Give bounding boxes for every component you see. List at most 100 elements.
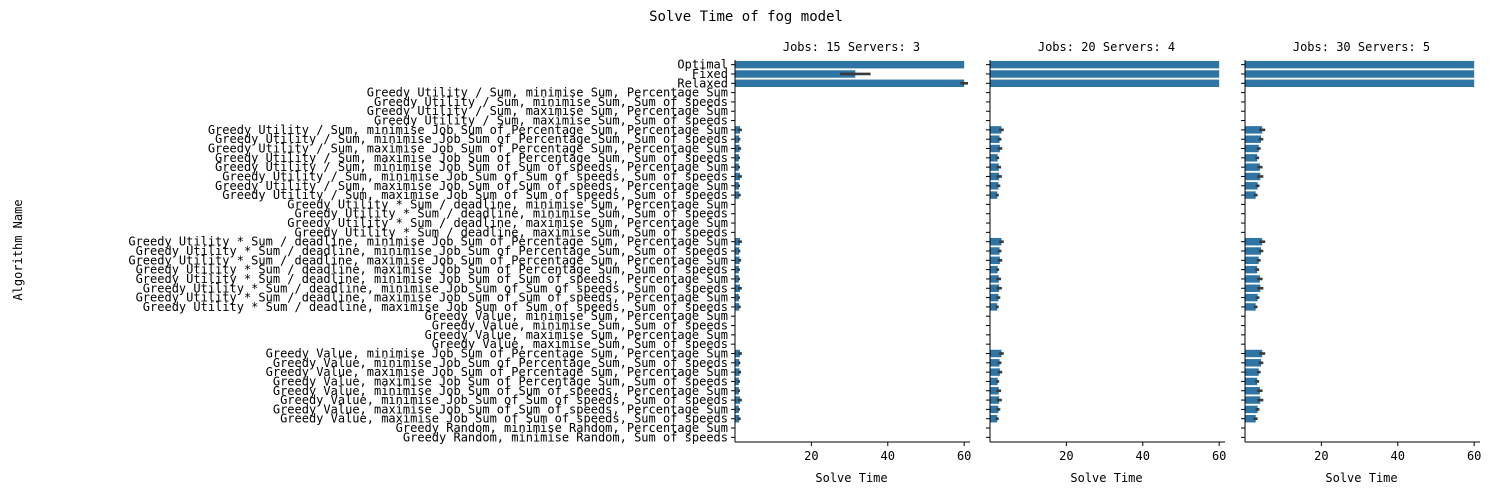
y-tick-label: Greedy Utility * Sum / deadline, minimis… bbox=[295, 207, 728, 221]
y-tick-label: Greedy Value, minimise Job Sum of Sum of… bbox=[280, 393, 728, 407]
bar bbox=[1245, 163, 1260, 171]
x-tick-label: 20 bbox=[1314, 449, 1328, 463]
bar bbox=[990, 60, 1220, 69]
x-tick-label: 60 bbox=[1467, 449, 1481, 463]
bar bbox=[735, 191, 740, 199]
bar bbox=[735, 405, 739, 414]
x-tick-label: 40 bbox=[881, 449, 895, 463]
bar bbox=[1245, 126, 1263, 134]
y-tick-label: Greedy Value, minimise Sum, Percentage S… bbox=[425, 309, 728, 323]
bar bbox=[735, 359, 740, 367]
bar bbox=[735, 172, 740, 181]
x-tick-label: 40 bbox=[1391, 449, 1405, 463]
y-tick-label: Greedy Value, maximise Job Sum of Percen… bbox=[273, 374, 728, 388]
bar bbox=[990, 405, 999, 414]
bar bbox=[735, 275, 739, 283]
bar bbox=[990, 144, 1000, 153]
y-tick-label: Greedy Utility * Sum / deadline, maximis… bbox=[287, 216, 728, 230]
y-tick-label: Fixed bbox=[692, 67, 728, 81]
y-tick-label: Greedy Value, minimise Job Sum of Percen… bbox=[266, 346, 728, 360]
y-tick-label: Greedy Value, minimise Job Sum of Percen… bbox=[273, 356, 728, 370]
bar bbox=[990, 154, 998, 162]
bar bbox=[1245, 79, 1475, 88]
y-tick-label: Greedy Utility * Sum / deadline, maximis… bbox=[295, 225, 728, 239]
bar bbox=[735, 79, 965, 88]
bar bbox=[1245, 191, 1256, 199]
bar bbox=[990, 303, 998, 311]
y-tick-label: Optimal bbox=[677, 58, 728, 72]
bar bbox=[1245, 144, 1259, 153]
y-tick-label: Greedy Utility * Sum / deadline, minimis… bbox=[287, 197, 728, 211]
panel-3: Jobs: 30 Servers: 5 20 40 60 Solve Time bbox=[1241, 40, 1481, 485]
panels: Jobs: 15 Servers: 3OptimalFixedRelaxedGr… bbox=[128, 40, 1481, 485]
y-tick-label: Greedy Utility * Sum / deadline, minimis… bbox=[128, 235, 728, 249]
x-tick-label: 60 bbox=[957, 449, 971, 463]
bar bbox=[735, 284, 740, 292]
bar bbox=[1245, 60, 1475, 69]
bar bbox=[735, 154, 739, 162]
bar bbox=[990, 163, 999, 171]
bar bbox=[1245, 387, 1260, 395]
bar bbox=[735, 265, 739, 274]
bar bbox=[735, 377, 739, 386]
bar bbox=[1245, 172, 1261, 181]
y-tick-label: Greedy Utility / Sum, minimise Sum, Perc… bbox=[367, 86, 728, 100]
bar bbox=[1245, 359, 1262, 367]
bar bbox=[1245, 396, 1261, 404]
y-tick-label: Greedy Random, minimise Random, Percenta… bbox=[396, 421, 728, 435]
x-axis-label: Solve Time bbox=[1325, 471, 1397, 485]
bar bbox=[1245, 256, 1259, 265]
bar bbox=[1245, 247, 1262, 255]
y-tick-label: Greedy Utility * Sum / deadline, maximis… bbox=[143, 300, 728, 314]
panel-title: Jobs: 20 Servers: 4 bbox=[1038, 40, 1175, 54]
bar bbox=[735, 182, 739, 190]
bar bbox=[1245, 284, 1261, 292]
bar bbox=[735, 135, 740, 143]
bar bbox=[1245, 70, 1475, 78]
bar bbox=[990, 182, 999, 190]
bar bbox=[1245, 135, 1262, 143]
bar bbox=[735, 144, 740, 153]
bar bbox=[1245, 154, 1258, 162]
bar bbox=[735, 126, 740, 134]
bar bbox=[735, 349, 740, 358]
bar bbox=[735, 237, 740, 246]
y-tick-label: Greedy Random, minimise Random, Sum of s… bbox=[403, 430, 728, 444]
bar bbox=[1245, 237, 1263, 246]
y-tick-label: Greedy Value, minimise Job Sum of Sum of… bbox=[273, 384, 728, 398]
bar bbox=[990, 191, 998, 199]
x-tick-label: 20 bbox=[804, 449, 818, 463]
y-tick-label: Greedy Utility * Sum / deadline, minimis… bbox=[136, 272, 728, 286]
bar bbox=[990, 284, 1000, 292]
y-tick-label: Greedy Utility / Sum, maximise Sum, Sum … bbox=[374, 114, 728, 128]
bar bbox=[990, 135, 1000, 143]
bar bbox=[990, 265, 998, 274]
y-tick-label: Greedy Utility / Sum, maximise Job Sum o… bbox=[215, 151, 728, 165]
y-tick-label: Greedy Value, maximise Sum, Sum of speed… bbox=[432, 337, 728, 351]
y-tick-label: Greedy Utility * Sum / deadline, maximis… bbox=[136, 263, 728, 277]
x-tick-label: 60 bbox=[1212, 449, 1226, 463]
bar bbox=[735, 396, 740, 404]
bar bbox=[735, 368, 740, 376]
bar bbox=[990, 349, 1002, 358]
panel-title: Jobs: 15 Servers: 3 bbox=[783, 40, 920, 54]
y-tick-label: Greedy Utility * Sum / deadline, minimis… bbox=[136, 244, 728, 258]
bar bbox=[990, 172, 1000, 181]
bar bbox=[1245, 275, 1260, 283]
bar bbox=[735, 163, 739, 171]
bar bbox=[735, 387, 739, 395]
bar bbox=[735, 60, 965, 69]
bar bbox=[1245, 293, 1258, 302]
y-tick-label: Greedy Utility / Sum, maximise Job Sum o… bbox=[208, 142, 728, 156]
bar bbox=[990, 396, 1000, 404]
bar bbox=[990, 359, 1000, 367]
figure-title: Solve Time of fog model bbox=[649, 9, 843, 25]
bar bbox=[735, 293, 739, 302]
x-tick-label: 20 bbox=[1059, 449, 1073, 463]
bar bbox=[735, 247, 740, 255]
bar bbox=[990, 414, 998, 423]
y-tick-label: Greedy Value, maximise Job Sum of Sum of… bbox=[280, 412, 728, 426]
x-tick-label: 40 bbox=[1136, 449, 1150, 463]
bar bbox=[735, 414, 740, 423]
bar bbox=[735, 70, 856, 78]
